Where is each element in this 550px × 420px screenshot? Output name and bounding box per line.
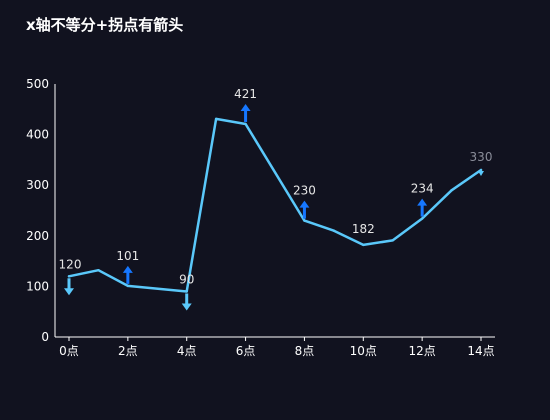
data-point	[67, 275, 71, 278]
y-tick-label: 100	[26, 279, 49, 293]
data-label: 230	[293, 184, 316, 198]
arrow-up-icon	[299, 200, 310, 208]
arrow-markers	[64, 103, 484, 311]
data-point	[479, 168, 483, 172]
arrow-up-icon	[417, 198, 428, 206]
data-point	[362, 243, 365, 247]
data-point	[303, 219, 306, 222]
arrow-up-icon	[240, 103, 251, 111]
data-label: 101	[116, 249, 139, 263]
data-point	[214, 117, 218, 121]
chart-title: x轴不等分+拐点有箭头	[26, 16, 184, 34]
data-point	[391, 239, 394, 242]
x-tick-label: 0点	[59, 344, 79, 358]
arrow-end-icon	[478, 171, 484, 177]
x-tick-label: 6点	[236, 344, 256, 358]
data-label: 120	[59, 257, 82, 271]
axes: 0 100 200 300 400 500 0点 2点 4点 6点 8点 10点 12点 14点	[26, 77, 495, 358]
x-tick-label: 14点	[467, 344, 494, 358]
y-tick-label: 200	[26, 229, 49, 243]
arrow-down-icon	[181, 303, 192, 311]
data-point	[450, 189, 453, 192]
data-label: 90	[179, 272, 194, 286]
data-point	[244, 122, 247, 126]
y-tick-label: 0	[41, 330, 49, 344]
data-labels: 120 101 90 421 230 182 234 330	[59, 87, 493, 286]
data-point	[420, 217, 424, 220]
y-tick-label: 300	[26, 178, 49, 192]
data-point	[185, 290, 188, 293]
arrow-up-icon	[122, 265, 133, 273]
y-tick-label: 400	[26, 128, 49, 142]
x-tick-label: 2点	[118, 344, 138, 358]
y-tick-label: 500	[26, 77, 49, 91]
series-layer	[67, 117, 483, 293]
data-label: 234	[411, 182, 434, 196]
data-point	[126, 284, 130, 288]
x-tick-label: 4点	[177, 344, 197, 358]
data-label: 182	[352, 222, 375, 236]
x-tick-label: 8点	[295, 344, 315, 358]
arrow-down-icon	[64, 288, 74, 296]
x-tick-label: 10点	[350, 344, 377, 358]
x-tick-label: 12点	[409, 344, 436, 358]
data-label: 330	[470, 150, 493, 164]
data-point	[97, 269, 100, 272]
data-label: 421	[234, 87, 257, 101]
data-point	[332, 229, 336, 232]
